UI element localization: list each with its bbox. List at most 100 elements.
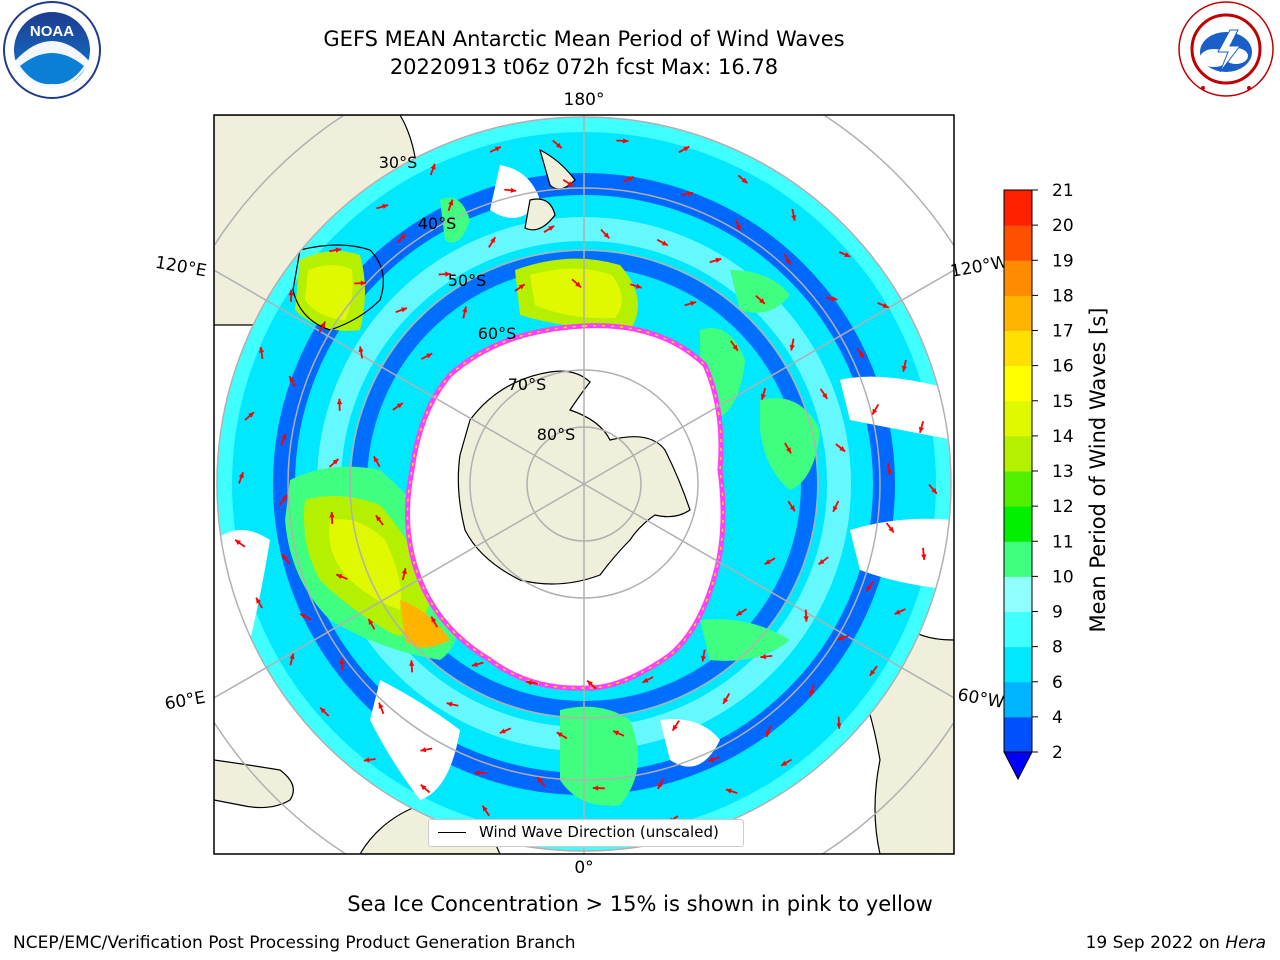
colorbar-tick-label: 15 (1052, 392, 1074, 412)
wave-direction-arrow-head (426, 353, 433, 359)
colorbar-tick-label: 18 (1052, 286, 1074, 306)
wave-direction-arrow-head (482, 805, 488, 812)
wave-direction-arrow-head (603, 232, 610, 239)
colorbar-tick-label: 8 (1052, 638, 1063, 658)
wave-direction-arrow-head (732, 344, 738, 351)
wave-direction-arrow-head (368, 618, 374, 625)
wave-direction-arrow-head (657, 782, 663, 789)
wave-direction-arrow-head (690, 301, 697, 306)
wave-direction-arrow-head (736, 610, 743, 616)
wave-direction-arrow-head (490, 237, 496, 244)
colorbar-tick-label: 12 (1052, 497, 1074, 517)
wave-direction-arrow-head (258, 347, 265, 353)
colorbar-tick-label: 19 (1052, 251, 1074, 271)
wave-direction-arrow-head (363, 757, 370, 763)
wave-direction-arrow-head (833, 505, 838, 512)
lon-label-60w: 60°W (956, 685, 1006, 713)
lat-label-80s: 80°S (537, 425, 576, 444)
wave-direction-arrow-head (248, 412, 254, 418)
wave-direction-arrow-head (401, 568, 407, 575)
wave-direction-arrow-head (687, 191, 694, 197)
wave-direction-arrow-head (537, 777, 543, 783)
colorbar-bin (1004, 716, 1032, 753)
wave-direction-arrow-head (759, 298, 765, 304)
wave-direction-arrow-head (931, 487, 937, 494)
title-line-2: 20220913 t06z 072h fcst Max: 16.78 (389, 55, 779, 79)
lat-label-70s: 70°S (508, 375, 547, 394)
wave-direction-arrow-head (282, 554, 288, 561)
wave-direction-arrow-head (781, 760, 788, 766)
colorbar-bin (1004, 295, 1032, 331)
wave-direction-arrow-head (320, 707, 326, 714)
lon-label-60e: 60°E (163, 688, 207, 715)
wave-direction-arrow-head (358, 346, 364, 353)
colorbar-bin (1004, 190, 1032, 226)
wind-wave-arrows (234, 138, 938, 836)
colorbar-bin (1004, 400, 1032, 437)
footer-date: 19 Sep 2022 on Hera (1086, 933, 1266, 953)
wave-direction-arrow-head (921, 554, 927, 560)
wave-direction-arrow-head (420, 747, 427, 753)
lat-label-60s: 60°S (478, 324, 517, 343)
wave-direction-arrow-head (866, 585, 872, 592)
wave-direction-arrow-head (238, 472, 244, 479)
colorbar-tick-label: 16 (1052, 357, 1074, 377)
wave-direction-arrow-head (420, 784, 427, 791)
colorbar-tick-label: 4 (1052, 708, 1063, 728)
wave-direction-arrow-head (735, 224, 741, 231)
wave-direction-arrow-head (494, 146, 501, 152)
wave-direction-arrow-head (741, 177, 748, 184)
wave-direction-arrow-head (448, 199, 454, 206)
wave-direction-arrow-head (613, 730, 620, 736)
wave-direction-arrow-head (336, 574, 343, 579)
colorbar-label: Mean Period of Wind Waves [s] (1086, 308, 1110, 633)
colorbar-tick-label: 2 (1052, 743, 1063, 763)
wave-direction-arrow-head (462, 306, 468, 313)
wave-direction-arrow-head (765, 731, 771, 737)
wave-direction-arrow-head (786, 447, 792, 454)
wave-direction-arrow-head (401, 307, 407, 313)
footer-machine: Hera (1225, 933, 1266, 953)
wave-direction-arrow-head (672, 724, 678, 731)
wave-direction-arrow-head (556, 732, 563, 738)
wave-direction-arrow-head (888, 526, 894, 533)
wave-direction-arrow-head (837, 635, 844, 641)
wave-direction-arrow-head (518, 284, 525, 290)
wave-direction-arrow-head (360, 280, 367, 286)
caption: Sea Ice Concentration > 15% is shown in … (347, 892, 933, 916)
map-legend: Wind Wave Direction (unscaled) (428, 819, 744, 847)
colorbar-tick-label: 11 (1052, 532, 1074, 552)
wave-direction-arrow-head (789, 505, 795, 512)
wave-direction-arrow-head (725, 788, 732, 794)
wave-direction-arrow-head (661, 240, 668, 246)
colorbar-extend-triangle (1003, 751, 1033, 781)
colorbar-bin (1004, 365, 1032, 402)
wave-direction-arrow-head (575, 281, 581, 288)
nws-logo (1178, 1, 1274, 97)
wave-direction-arrow-head (471, 661, 478, 667)
wave-direction-arrow-head (445, 271, 451, 277)
lat-label-30s: 30°S (379, 153, 418, 172)
wave-direction-arrow-head (869, 669, 876, 676)
lat-label-50s: 50°S (448, 271, 487, 290)
colorbar-bin (1004, 330, 1032, 367)
wave-direction-arrow-head (373, 456, 379, 463)
wave-direction-arrow-head (683, 146, 690, 152)
lat-label-40s: 40°S (418, 214, 457, 233)
wave-direction-arrow-head (332, 458, 339, 465)
wave-direction-arrow-head (288, 289, 294, 296)
colorbar-tick-label: 17 (1052, 322, 1074, 342)
wave-direction-arrow-head (329, 512, 335, 518)
wave-direction-arrow-head (858, 352, 864, 359)
wave-direction-arrow-head (894, 609, 901, 615)
colorbar-bin (1004, 471, 1032, 507)
lon-label-120e: 120°E (154, 253, 208, 282)
wave-direction-arrow-head (526, 680, 532, 686)
colorbar-bin (1004, 260, 1032, 296)
colorbar-bin (1004, 611, 1032, 648)
wave-direction-arrow-head (882, 303, 889, 308)
wave-direction-arrow-head (300, 614, 307, 619)
wave-direction-arrow-head (289, 653, 295, 660)
wave-direction-arrow-head (378, 702, 384, 709)
